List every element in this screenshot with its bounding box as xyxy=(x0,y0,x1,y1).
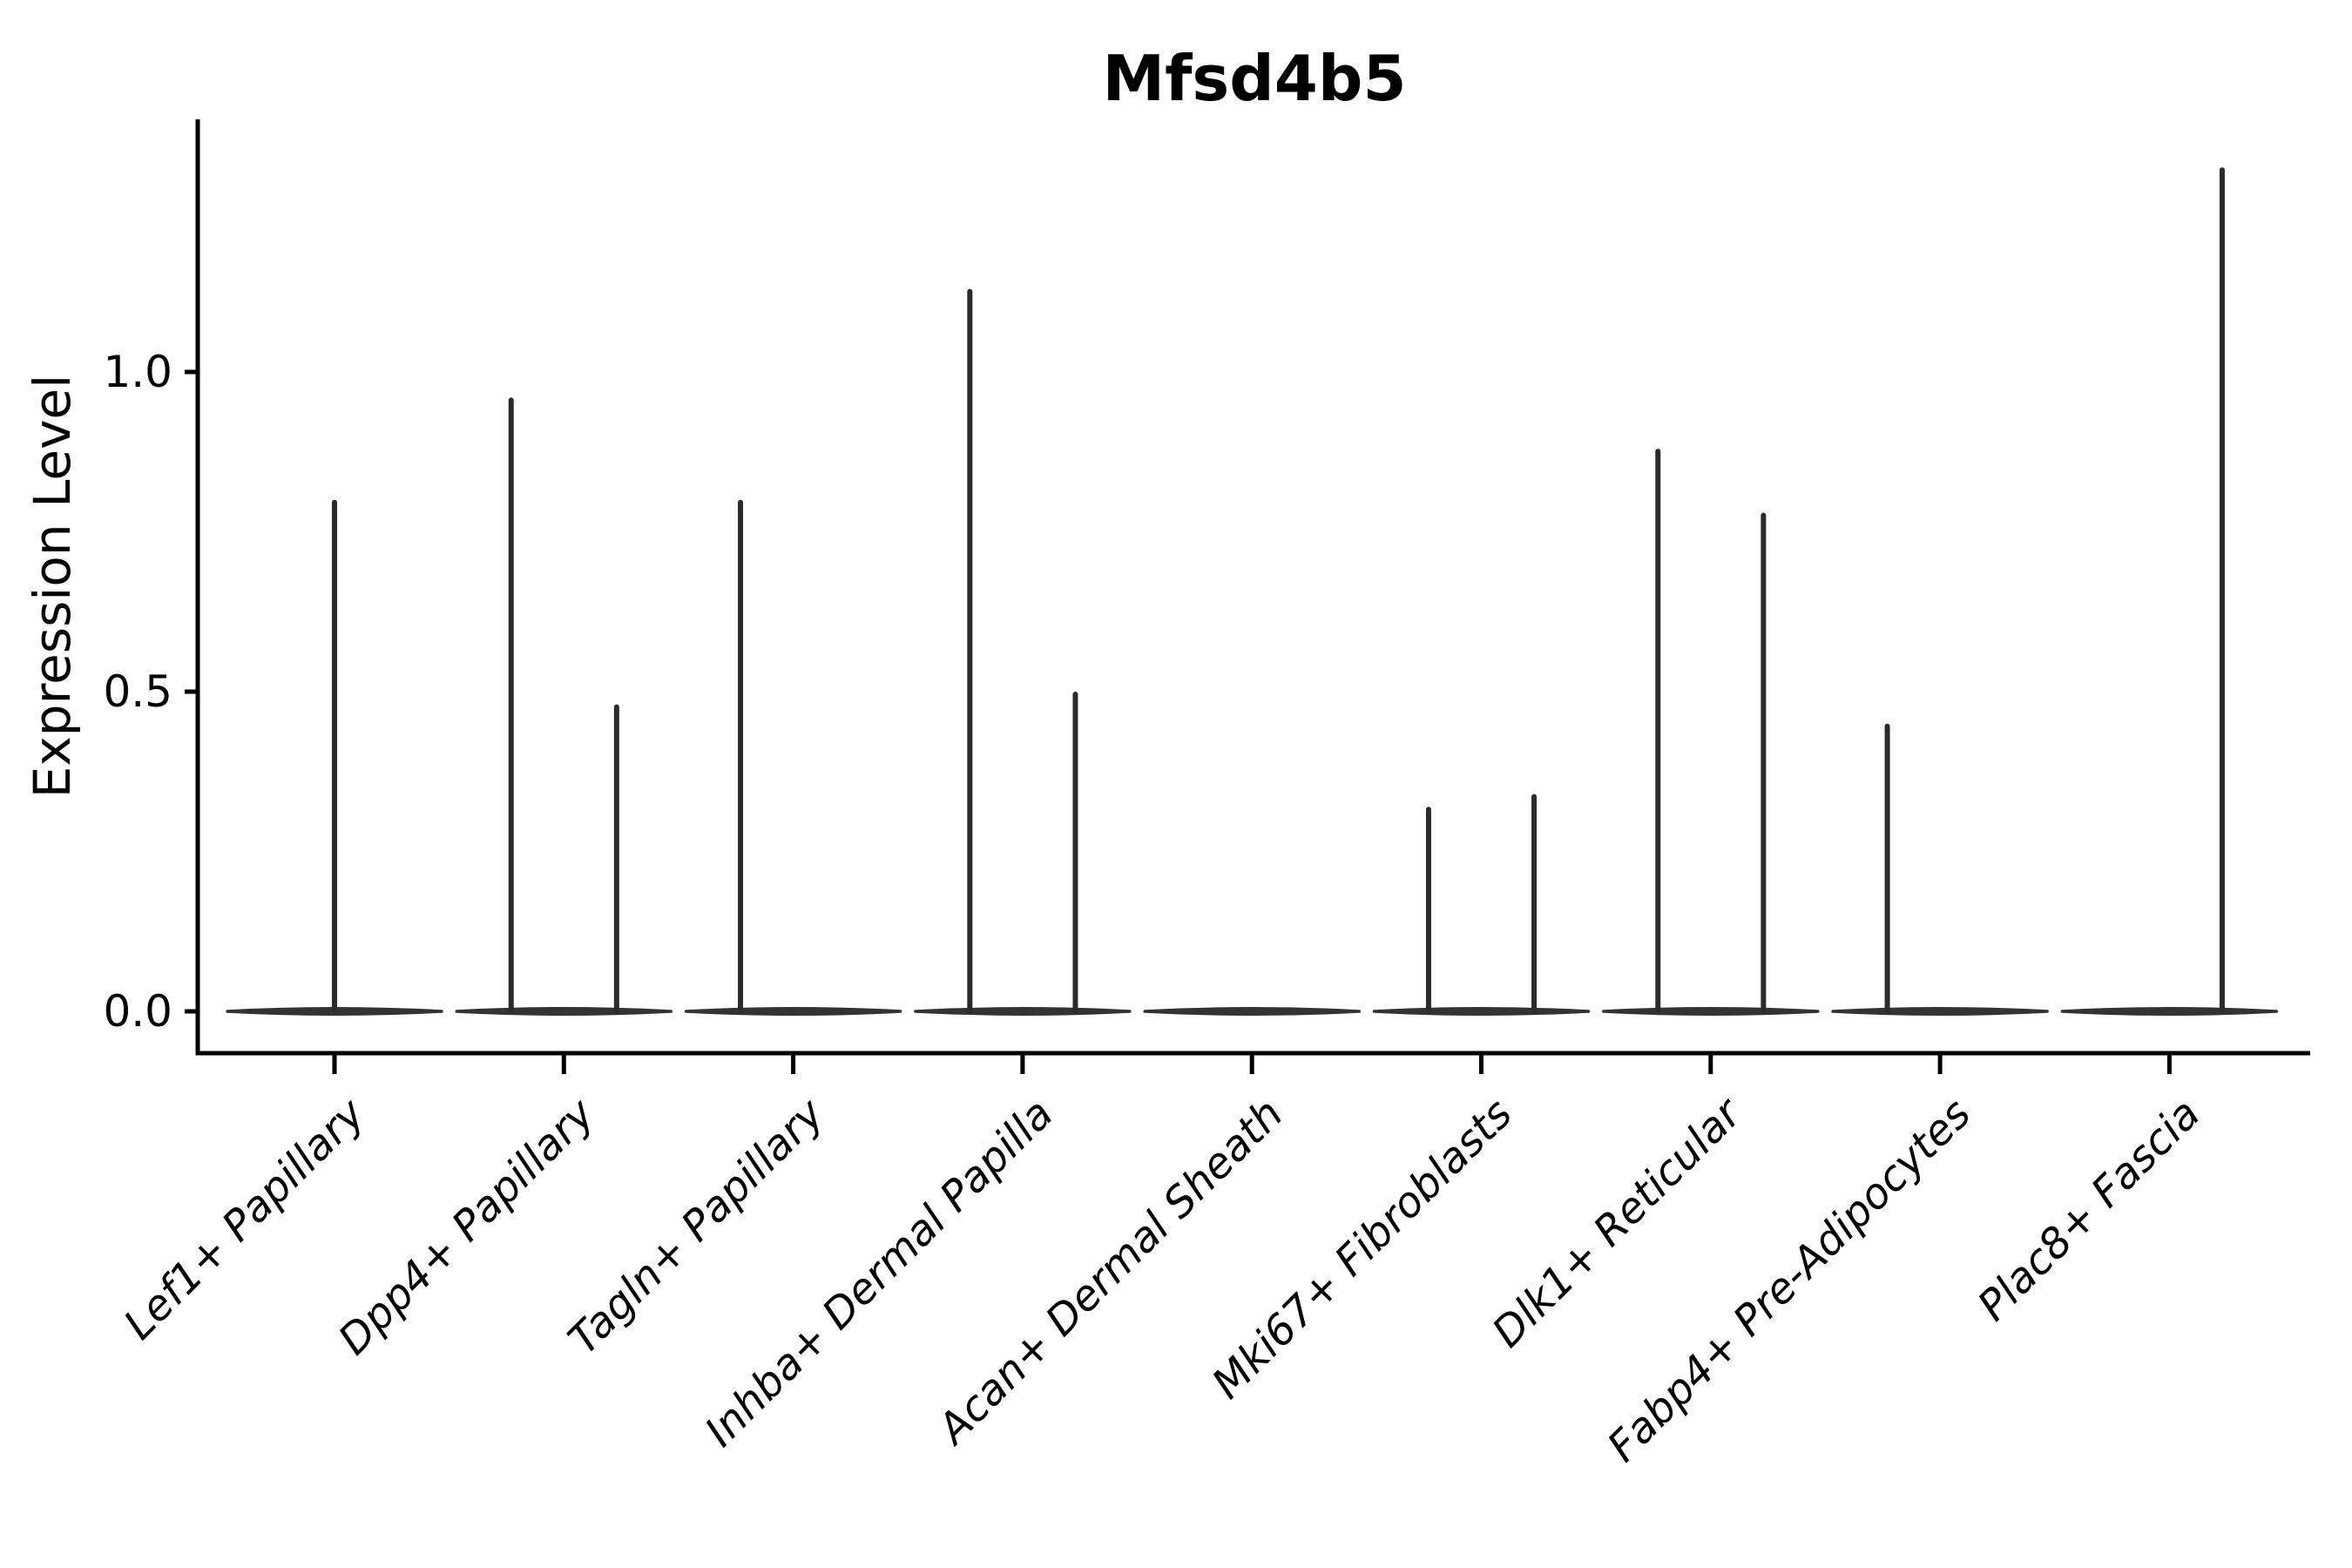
violin-baseline xyxy=(1602,1007,1820,1016)
violin-baseline xyxy=(914,1007,1132,1016)
y-tick-label-0.5: 0.5 xyxy=(103,666,172,717)
violin-baseline xyxy=(1831,1007,2049,1016)
y-tick-label-1.0: 1.0 xyxy=(103,347,172,397)
chart-title: Mfsd4b5 xyxy=(1102,42,1407,115)
y-axis-label: Expression Level xyxy=(23,374,82,799)
violin-baseline xyxy=(455,1007,673,1016)
violin-baseline xyxy=(684,1007,902,1016)
violin-baseline xyxy=(1143,1007,1361,1016)
violin-baseline xyxy=(2060,1007,2279,1016)
violin-baseline xyxy=(1372,1007,1591,1016)
y-tick-label-0.0: 0.0 xyxy=(103,986,172,1037)
